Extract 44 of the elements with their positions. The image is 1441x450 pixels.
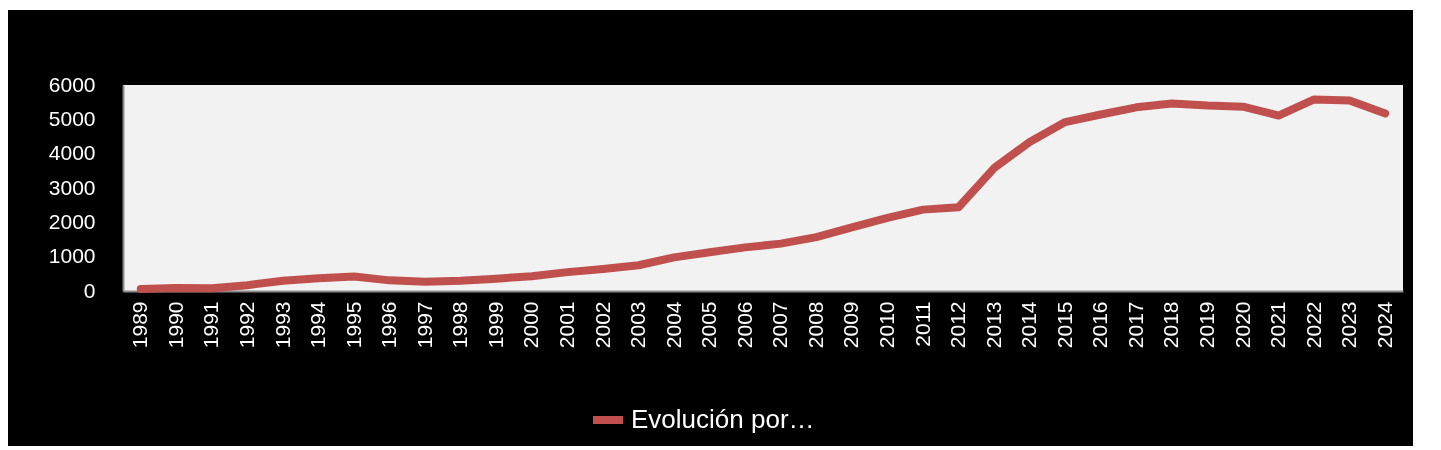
x-tick-label: 2014 (1017, 301, 1041, 349)
x-tick-label: 1994 (306, 301, 330, 349)
x-tick-label: 1999 (483, 301, 507, 349)
x-tick-label: 2009 (839, 301, 863, 349)
x-tick-label: 2011 (910, 301, 934, 347)
x-tick-label: 2019 (1194, 301, 1218, 349)
x-tick-label: 2021 (1266, 301, 1290, 349)
x-tick-label: 1998 (448, 301, 472, 349)
x-tick-label: 2024 (1372, 301, 1396, 349)
x-tick-label: 1990 (163, 301, 187, 349)
x-tick-label: 2018 (1159, 301, 1183, 349)
x-tick-label: 2006 (732, 301, 756, 349)
x-tick-label: 2005 (697, 301, 721, 349)
x-tick-label: 1997 (412, 301, 436, 349)
x-tick-label: 2022 (1301, 301, 1325, 349)
x-tick-label: 2013 (981, 301, 1005, 349)
x-tick-label: 1993 (270, 301, 294, 349)
x-tick-label: 2003 (626, 301, 650, 349)
x-tick-label: 2008 (803, 301, 827, 349)
y-tick-label: 0 (83, 278, 96, 302)
x-tick-label: 1989 (128, 301, 152, 349)
x-tick-label: 2015 (1052, 301, 1076, 349)
x-tick-label: 2000 (519, 301, 543, 349)
x-tick-label: 2017 (1123, 301, 1147, 349)
x-tick-label: 2012 (946, 301, 970, 349)
x-tick-label: 1995 (341, 301, 365, 349)
x-tick-label: 1991 (199, 301, 223, 349)
x-tick-label: 2004 (661, 301, 685, 349)
x-tick-label: 2001 (554, 301, 578, 349)
x-tick-label: 2016 (1088, 301, 1112, 349)
y-tick-label: 3000 (48, 175, 96, 199)
x-tick-label: 2020 (1230, 301, 1254, 349)
y-tick-label: 5000 (48, 106, 96, 130)
y-tick-label: 2000 (48, 209, 96, 233)
x-tick-label: 2023 (1337, 301, 1361, 349)
x-tick-label: 2007 (768, 301, 792, 349)
x-tick-label: 2010 (874, 301, 898, 349)
y-tick-label: 1000 (48, 244, 96, 268)
legend-label: Evolución por… (631, 404, 815, 434)
x-tick-label: 2002 (590, 301, 614, 349)
x-tick-label: 1996 (377, 301, 401, 349)
y-tick-label: 6000 (48, 72, 96, 96)
y-tick-label: 4000 (48, 141, 96, 165)
x-tick-label: 1992 (234, 301, 258, 349)
